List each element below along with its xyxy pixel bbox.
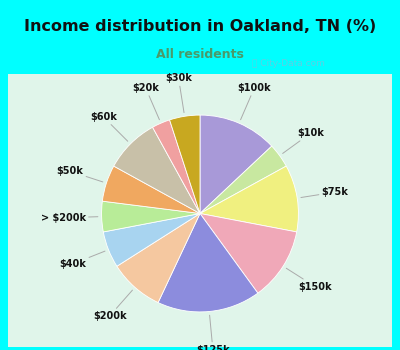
- Wedge shape: [102, 166, 200, 214]
- Text: $40k: $40k: [60, 251, 105, 269]
- Wedge shape: [103, 214, 200, 266]
- Text: ⓘ City-Data.com: ⓘ City-Data.com: [252, 59, 324, 68]
- Wedge shape: [170, 115, 200, 214]
- Wedge shape: [200, 166, 298, 232]
- Wedge shape: [102, 201, 200, 232]
- Text: $30k: $30k: [165, 74, 192, 113]
- Wedge shape: [117, 214, 200, 302]
- Text: $100k: $100k: [238, 83, 271, 120]
- Wedge shape: [114, 127, 200, 214]
- Text: $125k: $125k: [196, 315, 230, 350]
- Wedge shape: [152, 120, 200, 214]
- Wedge shape: [200, 146, 286, 214]
- Text: $60k: $60k: [90, 112, 128, 141]
- Wedge shape: [200, 115, 272, 214]
- Text: $150k: $150k: [286, 268, 332, 292]
- Text: $20k: $20k: [132, 83, 160, 120]
- Wedge shape: [158, 214, 258, 312]
- Text: $50k: $50k: [56, 166, 103, 182]
- Text: $10k: $10k: [283, 128, 324, 153]
- Wedge shape: [200, 214, 297, 293]
- Text: $75k: $75k: [301, 187, 348, 197]
- Text: > $200k: > $200k: [41, 213, 98, 223]
- Text: Income distribution in Oakland, TN (%): Income distribution in Oakland, TN (%): [24, 19, 376, 34]
- Text: All residents: All residents: [156, 48, 244, 61]
- Text: $200k: $200k: [93, 290, 132, 321]
